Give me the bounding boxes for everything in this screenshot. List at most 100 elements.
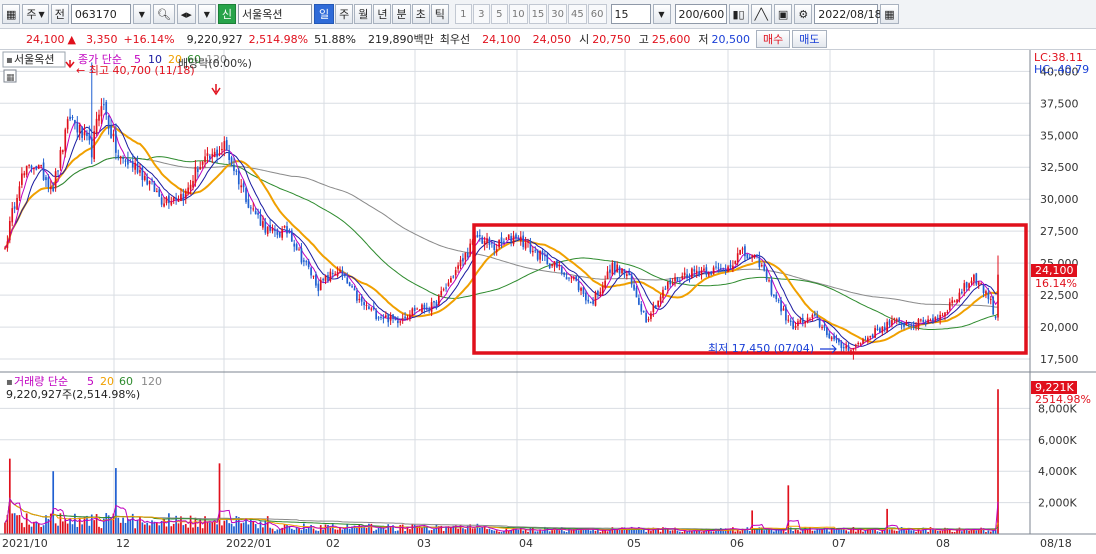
candle-body xyxy=(397,320,399,324)
candle-body xyxy=(148,180,151,185)
settings-dropdown-icon[interactable]: ▼ xyxy=(197,4,216,24)
volume-bar xyxy=(389,527,392,534)
market-toggle[interactable]: 주 ▼ xyxy=(22,4,49,24)
volume-bar xyxy=(49,513,52,534)
volume-bar xyxy=(705,528,708,534)
volume-bar xyxy=(86,515,88,534)
volume-bar xyxy=(638,527,640,534)
period-tab-2[interactable]: 월 xyxy=(354,4,373,24)
stock-chart[interactable]: 40,00037,50035,00032,50030,00027,50025,0… xyxy=(0,50,1096,554)
save-icon[interactable]: ▣ xyxy=(773,4,793,24)
period-tab-0[interactable]: 일 xyxy=(313,4,335,24)
volume-bar xyxy=(736,529,739,534)
stock-code-input[interactable]: 063170 xyxy=(70,4,131,24)
interval-dropdown-button[interactable]: ▼ xyxy=(652,4,671,24)
volume-bar xyxy=(592,528,594,534)
interval-tab-3[interactable]: 3 xyxy=(472,4,490,24)
interval-tab-60[interactable]: 60 xyxy=(587,4,607,24)
candle-body xyxy=(247,199,250,208)
volume-bar xyxy=(252,521,255,534)
volume-bar xyxy=(209,522,211,534)
candle-body xyxy=(346,277,349,284)
volume-bar xyxy=(281,527,284,534)
period-tab-3[interactable]: 년 xyxy=(373,4,392,24)
volume-bar xyxy=(192,527,194,534)
candle-body xyxy=(271,228,274,231)
volume-bar xyxy=(797,530,799,534)
volume-bar xyxy=(833,529,835,534)
candle-body xyxy=(459,259,462,267)
interval-tab-45[interactable]: 45 xyxy=(568,4,587,24)
last-pct-tag: 16.14% xyxy=(1035,277,1077,290)
volume-bar xyxy=(175,515,177,534)
volume-bar xyxy=(676,530,679,534)
interval-tab-15[interactable]: 15 xyxy=(528,4,548,24)
volume-bar xyxy=(838,528,840,534)
candle-body xyxy=(57,170,59,172)
count-input[interactable]: 200/600 xyxy=(674,4,727,24)
grid-menu-icon[interactable]: ▦ xyxy=(2,4,21,24)
volume-toggle-icon[interactable]: ◂▸ xyxy=(176,4,196,24)
candle-body xyxy=(416,308,418,310)
volume-bar xyxy=(929,527,932,534)
volume-bar xyxy=(859,529,862,534)
period-tab-4[interactable]: 분 xyxy=(392,4,411,24)
buy-button[interactable]: 매수 xyxy=(756,30,791,48)
gear-icon[interactable]: ⚙ xyxy=(794,4,813,24)
volume-bar xyxy=(635,529,638,534)
interval-tab-5[interactable]: 5 xyxy=(490,4,508,24)
volume-bar xyxy=(151,520,153,534)
code-dropdown-button[interactable]: ▼ xyxy=(132,4,151,24)
period-tab-5[interactable]: 초 xyxy=(411,4,430,24)
panel-menu-icon[interactable] xyxy=(3,69,17,83)
prev-button[interactable]: 전 xyxy=(50,4,69,24)
search-icon[interactable]: 🔍︎ xyxy=(152,4,175,24)
sell-button[interactable]: 매도 xyxy=(792,30,827,48)
volume-bar xyxy=(6,514,9,534)
volume-bar xyxy=(310,524,312,534)
volume-bar xyxy=(351,526,353,534)
candle-body xyxy=(88,133,91,141)
period-tab-1[interactable]: 주 xyxy=(335,4,354,24)
volume-bar xyxy=(447,526,450,534)
period-tab-6[interactable]: 틱 xyxy=(430,4,449,24)
volume-bar xyxy=(698,530,700,534)
x-tick-label: 02 xyxy=(326,537,340,550)
volume-bar xyxy=(625,529,628,534)
volume-bar xyxy=(623,527,626,534)
line-style-icon[interactable]: ╱╲ xyxy=(750,4,772,24)
candle-body xyxy=(686,274,688,279)
candle-body xyxy=(736,253,739,262)
candle-body xyxy=(110,125,112,139)
candle-body xyxy=(230,157,233,165)
candle-body xyxy=(536,249,539,260)
candle-body xyxy=(486,238,488,244)
volume-bar xyxy=(119,522,122,534)
ma-legend-prefix: 종가 단순 xyxy=(78,53,122,66)
ma120-line xyxy=(4,157,998,308)
ma-legend-10: 10 xyxy=(148,53,162,66)
candle-type-icon[interactable]: ▮▯ xyxy=(728,4,749,24)
interval-select[interactable]: 15 xyxy=(610,4,651,24)
candle-body xyxy=(360,297,363,302)
interval-tab-10[interactable]: 10 xyxy=(508,4,528,24)
open-value: 20,750 xyxy=(592,32,631,46)
interval-tab-30[interactable]: 30 xyxy=(548,4,568,24)
interval-tab-1[interactable]: 1 xyxy=(454,4,472,24)
volume-bar xyxy=(257,528,259,534)
candle-body xyxy=(240,185,243,188)
volume-bar xyxy=(409,529,411,534)
candle-body xyxy=(580,287,582,291)
date-input[interactable]: 2022/08/18 xyxy=(814,4,882,24)
volume-bar xyxy=(951,531,954,534)
candle-body xyxy=(623,269,626,275)
calendar-icon[interactable]: ▦ xyxy=(880,4,899,24)
candle-body xyxy=(170,201,173,205)
volume-bar xyxy=(604,528,606,534)
volume-bar xyxy=(691,531,693,534)
candle-body xyxy=(599,291,602,296)
candle-body xyxy=(245,187,247,202)
candle-body xyxy=(758,256,761,268)
candle-body xyxy=(577,281,580,291)
x-tick-label: 08/18 xyxy=(1040,537,1072,550)
